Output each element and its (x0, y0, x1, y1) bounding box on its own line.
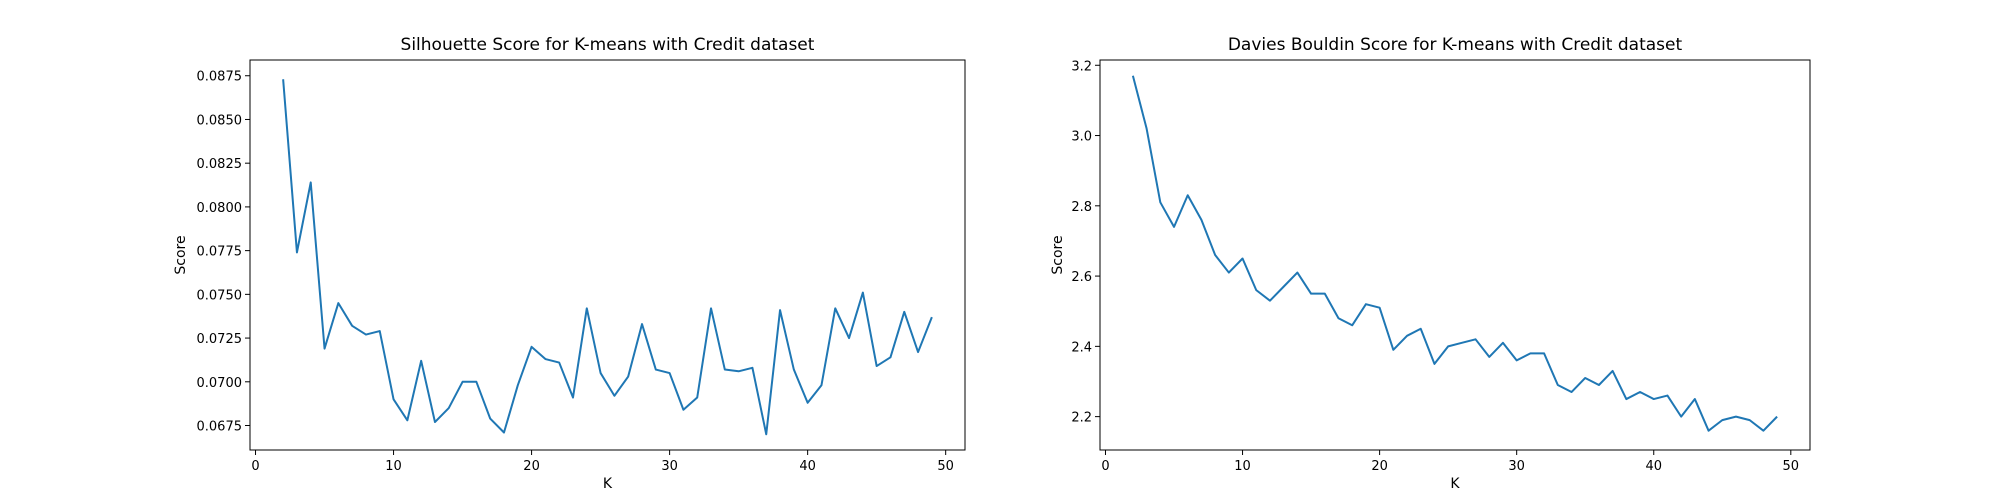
y-tick-label: 0.0750 (197, 288, 243, 303)
chart-title: Silhouette Score for K-means with Credit… (401, 35, 815, 55)
x-tick-label: 10 (385, 459, 402, 474)
x-tick-label: 30 (1508, 459, 1525, 474)
y-tick-label: 2.2 (1071, 411, 1092, 426)
x-tick-label: 30 (661, 459, 678, 474)
x-tick-label: 20 (1371, 459, 1388, 474)
y-tick-label: 0.0775 (197, 245, 243, 260)
y-tick-label: 0.0800 (197, 201, 243, 216)
y-tick-label: 2.4 (1071, 340, 1092, 355)
x-axis-label: K (1450, 476, 1460, 492)
x-axis-label: K (603, 476, 613, 492)
y-tick-label: 0.0700 (197, 376, 243, 391)
x-tick-label: 50 (1783, 459, 1800, 474)
x-tick-label: 0 (1101, 459, 1109, 474)
y-tick-label: 2.8 (1071, 200, 1092, 215)
y-tick-label: 0.0850 (197, 113, 243, 128)
y-axis-label: Score (1050, 235, 1066, 274)
x-tick-label: 40 (1645, 459, 1662, 474)
y-tick-label: 3.2 (1071, 59, 1092, 74)
series-line (1131, 75, 1778, 432)
axes-frame (249, 59, 966, 451)
x-tick-label: 50 (937, 459, 954, 474)
x-tick-label: 20 (523, 459, 540, 474)
series-line (282, 79, 933, 436)
y-tick-label: 0.0875 (197, 70, 243, 85)
y-tick-label: 2.6 (1071, 270, 1092, 285)
y-tick-label: 3.0 (1071, 130, 1092, 145)
chart-title: Davies Bouldin Score for K-means with Cr… (1228, 35, 1683, 55)
chart-davies-bouldin: Davies Bouldin Score for K-means with Cr… (1050, 35, 1811, 492)
axes-frame (1099, 59, 1811, 451)
x-tick-label: 0 (251, 459, 259, 474)
y-tick-label: 0.0825 (197, 157, 243, 172)
y-tick-label: 0.0675 (197, 420, 243, 435)
x-tick-label: 10 (1234, 459, 1251, 474)
y-tick-label: 0.0725 (197, 332, 243, 347)
chart-silhouette: Silhouette Score for K-means with Credit… (173, 35, 966, 492)
y-axis-label: Score (173, 235, 189, 274)
x-tick-label: 40 (799, 459, 816, 474)
